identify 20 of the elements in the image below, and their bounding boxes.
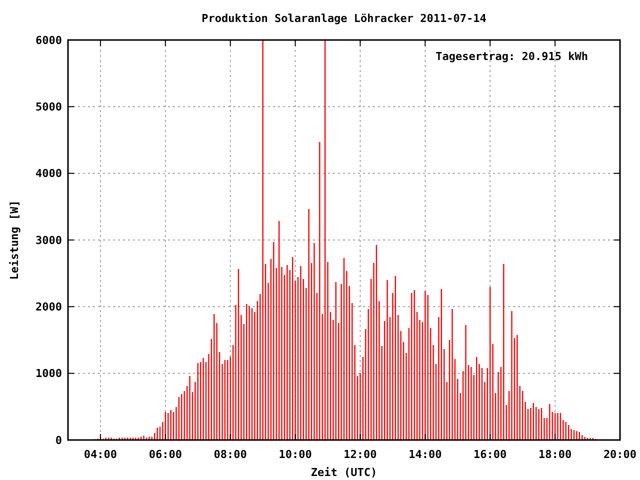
x-tick-label: 14:00 — [408, 448, 442, 461]
x-tick-label: 06:00 — [148, 448, 182, 461]
x-tick-label: 08:00 — [214, 448, 247, 461]
x-tick-label: 10:00 — [278, 448, 312, 461]
x-axis-title: Zeit (UTC) — [310, 466, 378, 479]
y-tick-label: 4000 — [36, 167, 62, 180]
y-tick-label: 1000 — [36, 367, 62, 380]
annotation: Tagesertrag: 20.915 kWh — [436, 50, 588, 63]
y-tick-label: 0 — [55, 434, 62, 447]
chart-title: Produktion Solaranlage Löhracker 2011-07-14 — [202, 12, 487, 25]
y-tick-label: 6000 — [36, 34, 62, 47]
y-tick-label: 5000 — [36, 100, 62, 114]
x-tick-label: 12:00 — [344, 448, 377, 461]
y-tick-label: 2000 — [36, 300, 62, 314]
x-tick-label: 04:00 — [84, 448, 118, 461]
x-tick-label: 18:00 — [538, 448, 572, 461]
x-tick-label: 20:00 — [603, 448, 637, 461]
x-tick-label: 16:00 — [474, 448, 507, 461]
y-axis-title: Leistung [W] — [8, 200, 21, 280]
y-tick-label: 3000 — [36, 234, 62, 247]
